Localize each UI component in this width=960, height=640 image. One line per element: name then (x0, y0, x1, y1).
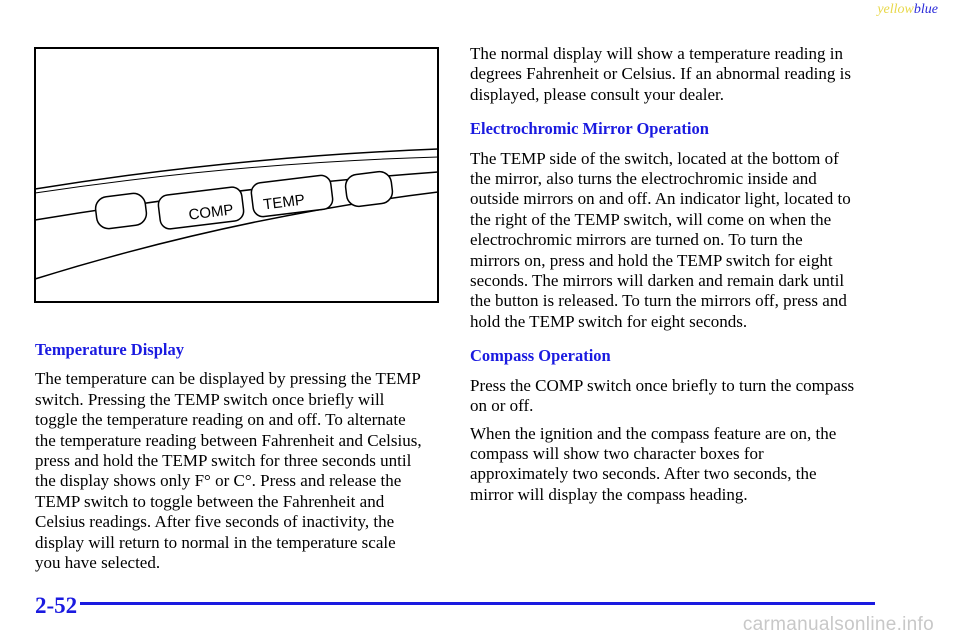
watermark: carmanualsonline.info (742, 614, 934, 635)
text-line: When the ignition and the compass featur… (470, 423, 837, 443)
text-line: on or off. (470, 396, 534, 416)
text-line: electrochromic mirrors are turned on. To… (470, 230, 803, 250)
heading: Temperature Display (35, 340, 184, 359)
text-line: Celsius readings. After five seconds of … (35, 512, 395, 532)
text-line: press and hold the TEMP switch for three… (35, 451, 412, 471)
paragraph: The temperature can be displayed by pres… (35, 369, 422, 573)
header-yellow: yellow (877, 2, 914, 17)
paragraph: Press the COMP switch once briefly to tu… (470, 376, 854, 417)
right-column: The normal display will show a temperatu… (470, 44, 854, 505)
text-line: you have selected. (35, 553, 161, 573)
temp-label: TEMP (262, 192, 305, 214)
text-line: outside mirrors on and off. An indicator… (470, 189, 851, 209)
text-line: hold the TEMP switch for eight seconds. (470, 311, 748, 331)
page-number: 2-52 (35, 593, 78, 618)
text-line: the display shows only F° or C°. Press a… (35, 471, 402, 491)
heading: Compass Operation (470, 346, 611, 366)
text-line: switch. Pressing the TEMP switch once br… (35, 389, 385, 409)
text-line: displayed, please consult your dealer. (470, 84, 724, 104)
text-line: display will return to normal in the tem… (35, 532, 396, 552)
paragraph: The normal display will show a temperatu… (470, 44, 854, 105)
left-column: Temperature Display The temperature can … (35, 340, 422, 573)
header: yellowblue (877, 2, 938, 18)
text-line: the mirror, also turns the electrochromi… (470, 169, 817, 189)
text-line: The temperature can be displayed by pres… (35, 369, 421, 389)
text-line: the right of the TEMP switch, will come … (470, 209, 832, 229)
text-line: TEMP switch to toggle between the Fahren… (35, 491, 385, 511)
header-blue: blue (913, 2, 938, 17)
text-line: the temperature reading between Fahrenhe… (35, 430, 422, 450)
text-line: approximately two seconds. After two sec… (470, 464, 817, 484)
text-line: compass will show two character boxes fo… (470, 443, 764, 463)
text-line: The normal display will show a temperatu… (470, 44, 843, 63)
text-line: The TEMP side of the switch, located at … (470, 148, 839, 168)
text-line: mirror will display the compass heading. (470, 484, 748, 504)
paragraph: When the ignition and the compass featur… (470, 424, 854, 506)
text-line: Press the COMP switch once briefly to tu… (470, 375, 855, 395)
text-line: mirrors on, press and hold the TEMP swit… (470, 250, 833, 270)
text-line: degrees Fahrenheit or Celsius. If an abn… (470, 64, 851, 84)
heading: Electrochromic Mirror Operation (470, 119, 709, 139)
text-line: the button is released. To turn the mirr… (470, 291, 847, 311)
mirror-illustration: COMP TEMP (34, 47, 439, 303)
text-line: seconds. The mirrors will darken and rem… (470, 271, 845, 291)
footer-rule (80, 602, 875, 605)
comp-label: COMP (188, 201, 235, 223)
paragraph: The TEMP side of the switch, located at … (470, 149, 854, 333)
text-line: toggle the temperature reading on and of… (35, 410, 406, 430)
